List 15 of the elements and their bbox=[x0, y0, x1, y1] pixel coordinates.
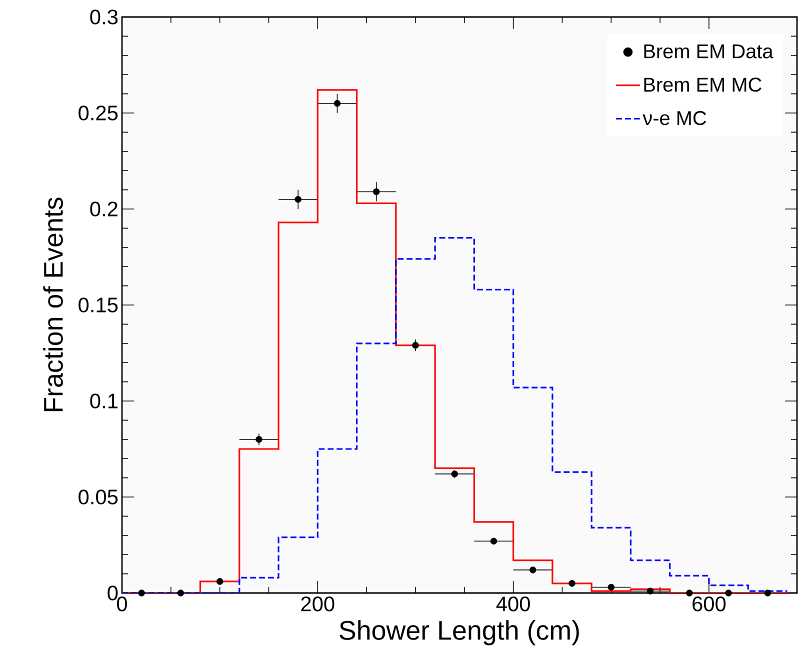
y-tick-label: 0.1 bbox=[90, 394, 118, 408]
y-tick-label: 0.15 bbox=[78, 298, 118, 312]
y-tick-label: 0.25 bbox=[78, 106, 118, 120]
y-tick-label: 0.2 bbox=[90, 202, 118, 216]
y-tick-label: 0.05 bbox=[78, 490, 118, 504]
legend-label: ν-e MC bbox=[642, 111, 706, 126]
y-axis-title: Fraction of Events bbox=[43, 198, 63, 412]
x-axis-title: Shower Length (cm) bbox=[340, 620, 579, 646]
x-tick-label: 600 bbox=[692, 596, 726, 612]
y-tick-label: 0 bbox=[108, 586, 118, 600]
x-tick-label: 400 bbox=[496, 596, 530, 612]
legend-label: Brem EM Data bbox=[644, 44, 774, 58]
x-tick-label: 200 bbox=[301, 596, 334, 612]
legend-label: Brem EM MC bbox=[644, 78, 762, 92]
y-tick-label: 0.3 bbox=[90, 10, 118, 24]
